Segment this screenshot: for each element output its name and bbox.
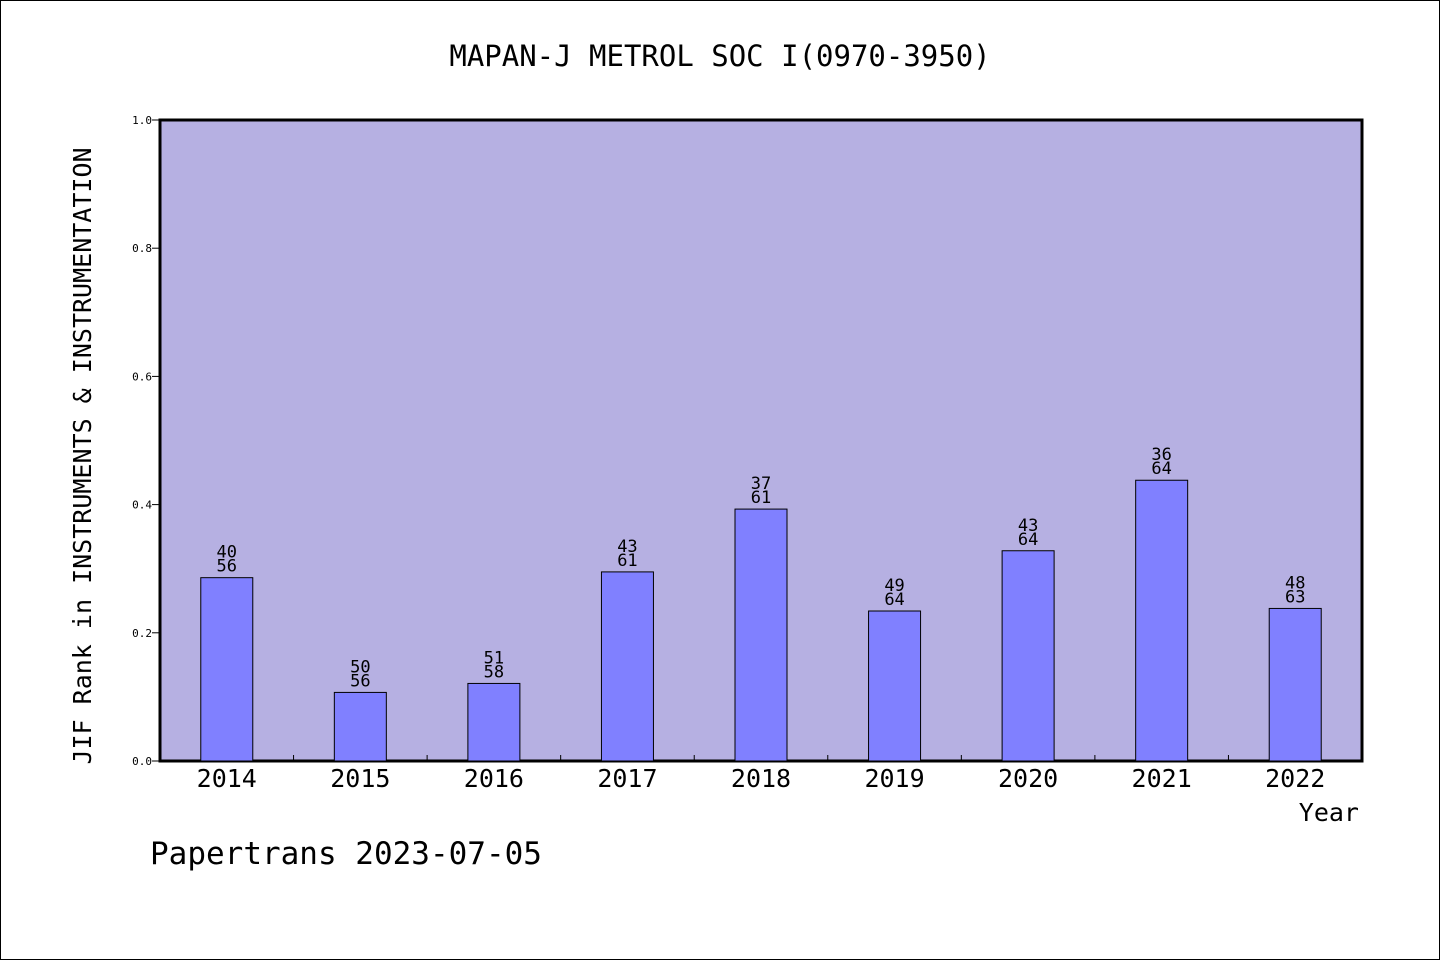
bar-total-label: 64 [884,590,904,610]
bar-rank-label: 40 [217,543,237,563]
bar-total-label: 61 [751,488,771,508]
x-axis-label: Year [1299,798,1359,827]
x-tick-label: 2016 [464,764,524,793]
bar-total-label: 56 [217,557,237,577]
x-tick-label: 2020 [998,764,1058,793]
x-tick-label: 2021 [1132,764,1192,793]
bar-rank-label: 36 [1151,445,1171,465]
x-tick-label: 2014 [197,764,257,793]
bar-total-label: 58 [484,662,504,682]
bar-2019 [868,610,922,762]
chart-title: MAPAN-J METROL SOC I(0970-3950) [449,39,990,73]
x-tick-label: 2017 [597,764,657,793]
y-tick-label: 0.2 [132,627,152,640]
bar-2015 [333,691,387,762]
x-tick-label: 2018 [731,764,791,793]
bar-rank-label: 43 [617,537,637,557]
bar-total-label: 56 [350,671,370,691]
bar-total-label: 61 [617,551,637,571]
y-tick-label: 0.0 [132,755,152,768]
bar-rank-label: 51 [484,648,504,668]
bar-rank-label: 43 [1018,516,1038,536]
bar-rank-label: 49 [884,576,904,596]
bar-2020 [1001,550,1055,762]
bar-rank-label: 37 [751,474,771,494]
bar-total-label: 64 [1151,459,1171,479]
bar-total-label: 63 [1285,587,1305,607]
y-tick-label: 0.4 [132,499,152,512]
bar-2018 [734,508,788,762]
bar-total-label: 64 [1018,530,1038,550]
x-tick-label: 2022 [1265,764,1325,793]
y-tick-label: 1.0 [132,114,152,127]
bar-2016 [467,682,521,762]
x-tick-label: 2019 [864,764,924,793]
x-tick-label: 2015 [330,764,390,793]
bar-2017 [600,571,654,762]
bar-2021 [1135,479,1189,762]
y-tick-label: 0.8 [132,242,152,255]
bar-2022 [1268,607,1322,762]
footer-credit: Papertrans 2023-07-05 [150,836,542,872]
bar-rank-label: 50 [350,657,370,677]
y-axis-label: JIF Rank in INSTRUMENTS & INSTRUMENTATIO… [68,147,97,764]
bar-rank-label: 48 [1285,573,1305,593]
bar-2014 [200,577,254,762]
y-tick-label: 0.6 [132,370,152,383]
